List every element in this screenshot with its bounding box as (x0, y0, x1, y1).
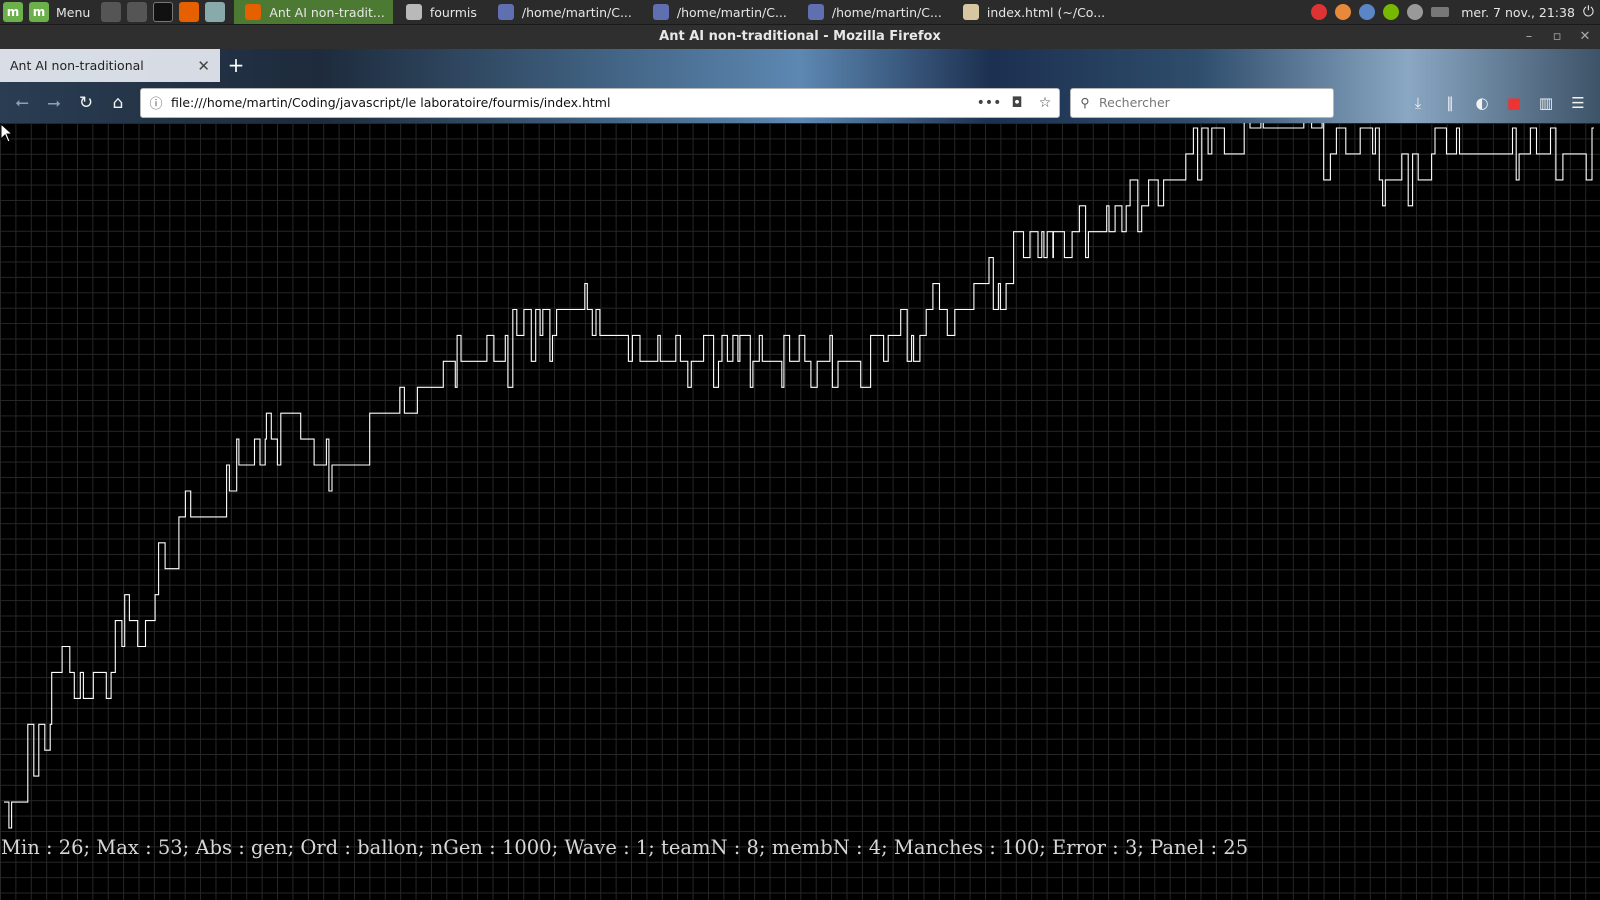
taskbar-button-label: index.html (~/Co... (986, 4, 1106, 20)
firefox-icon (245, 4, 262, 20)
tab-active[interactable]: Ant AI non-traditional ✕ (0, 49, 220, 82)
page-actions-icon[interactable]: ••• (976, 94, 1002, 111)
tab-close-icon[interactable]: ✕ (197, 57, 210, 75)
files-launcher-icon[interactable] (205, 2, 226, 22)
mint-menu-icon[interactable]: m (29, 2, 49, 22)
taskbar-button-label: fourmis (429, 4, 477, 20)
url-text[interactable]: file:///home/martin/Coding/javascript/le… (171, 95, 611, 110)
home-icon[interactable]: ⌂ (112, 92, 124, 113)
search-bar[interactable]: ⚲ (1070, 87, 1334, 118)
browser-chrome: Ant AI non-traditional ✕ + ⭠ ⭢ ↻ ⌂ ⓘ fil… (0, 49, 1600, 123)
nvidia-icon[interactable] (1383, 4, 1400, 20)
taskbar-button-label: /home/martin/C... (521, 4, 632, 20)
minimize-icon[interactable]: – (1525, 29, 1533, 44)
stats-readout: Min : 26; Max : 53; Abs : gen; Ord : bal… (1, 836, 1249, 859)
window-controls: – ▫ ✕ (1522, 25, 1592, 49)
folder-icon (405, 4, 422, 20)
info-icon[interactable]: ⓘ (149, 97, 163, 112)
taskbar-button[interactable]: index.html (~/Co... (952, 0, 1113, 24)
addon-icon[interactable]: ■ (1506, 93, 1522, 112)
taskbar-button-label: Ant AI non-tradit... (269, 4, 385, 20)
window-title: Ant AI non-traditional - Mozilla Firefox (659, 29, 941, 44)
shield-icon[interactable] (1311, 4, 1328, 20)
window-titlebar: Ant AI non-traditional - Mozilla Firefox… (0, 25, 1600, 49)
volume-icon[interactable] (1407, 4, 1424, 20)
task-list: Ant AI non-tradit... fourmis/home/martin/… (234, 0, 1115, 24)
document-icon (962, 4, 979, 20)
new-tab-button[interactable]: + (227, 53, 245, 77)
close-window-icon[interactable]: ✕ (1579, 29, 1591, 44)
search-icon: ⚲ (1080, 95, 1090, 110)
taskbar-button[interactable]: Ant AI non-tradit... (234, 0, 393, 24)
editor-icon (807, 4, 824, 20)
reload-icon[interactable]: ↻ (78, 92, 94, 113)
downloads-icon[interactable]: ⤓ (1414, 93, 1422, 112)
maximize-icon[interactable]: ▫ (1552, 29, 1562, 44)
night-light-icon[interactable] (1335, 4, 1352, 20)
launcher-icon[interactable] (127, 2, 148, 22)
firefox-launcher-icon[interactable] (179, 2, 200, 22)
bookmark-star-icon[interactable]: ☆ (1038, 94, 1052, 111)
tab-strip: Ant AI non-traditional ✕ + (0, 49, 1600, 82)
sidebar-icon[interactable]: ▥ (1538, 93, 1554, 112)
editor-icon (652, 4, 669, 20)
taskbar-button[interactable]: /home/martin/C... (487, 0, 640, 24)
mint-logo-icon[interactable]: m (3, 2, 23, 22)
mouse-cursor-icon (0, 123, 14, 143)
url-bar[interactable]: ⓘ file:///home/martin/Coding/javascript/… (140, 87, 1060, 118)
system-tray: mer. 7 nov., 21:38 ⏻ (1307, 4, 1600, 20)
back-icon[interactable]: ⭠ (15, 92, 29, 113)
os-panel: m m Menu Ant AI non-tradit... fourmis/hom… (0, 0, 1600, 25)
taskbar-button[interactable]: /home/martin/C... (797, 0, 950, 24)
toolbar-tools: ⤓ ∥ ◐ ■ ▥ ☰ (1402, 88, 1594, 118)
power-icon[interactable]: ⏻ (1582, 4, 1594, 20)
bluetooth-icon[interactable] (1359, 4, 1376, 20)
search-input[interactable] (1099, 95, 1333, 110)
nav-bar: ⭠ ⭢ ↻ ⌂ ⓘ file:///home/martin/Coding/jav… (0, 82, 1600, 123)
clock[interactable]: mer. 7 nov., 21:38 (1461, 4, 1575, 20)
taskbar-button-label: /home/martin/C... (676, 4, 787, 20)
tab-label: Ant AI non-traditional (10, 58, 144, 73)
forward-icon[interactable]: ⭢ (47, 92, 61, 113)
launcher-icon[interactable] (101, 2, 122, 22)
terminal-icon[interactable] (153, 2, 174, 22)
taskbar-button-label: /home/martin/C... (831, 4, 942, 20)
library-icon[interactable]: ∥ (1446, 93, 1454, 112)
page-canvas[interactable]: Min : 26; Max : 53; Abs : gen; Ord : bal… (0, 123, 1600, 900)
taskbar-button[interactable]: fourmis (395, 0, 485, 24)
menu-label[interactable]: Menu (56, 4, 91, 20)
extension-icon[interactable]: ◐ (1475, 93, 1489, 112)
editor-icon (497, 4, 514, 20)
hamburger-menu-icon[interactable]: ☰ (1571, 93, 1585, 112)
battery-icon[interactable] (1431, 7, 1450, 17)
pocket-icon[interactable]: ◘ (1011, 94, 1023, 111)
taskbar-button[interactable]: /home/martin/C... (642, 0, 795, 24)
fitness-line-chart (4, 123, 1594, 829)
series-line (4, 123, 1594, 829)
